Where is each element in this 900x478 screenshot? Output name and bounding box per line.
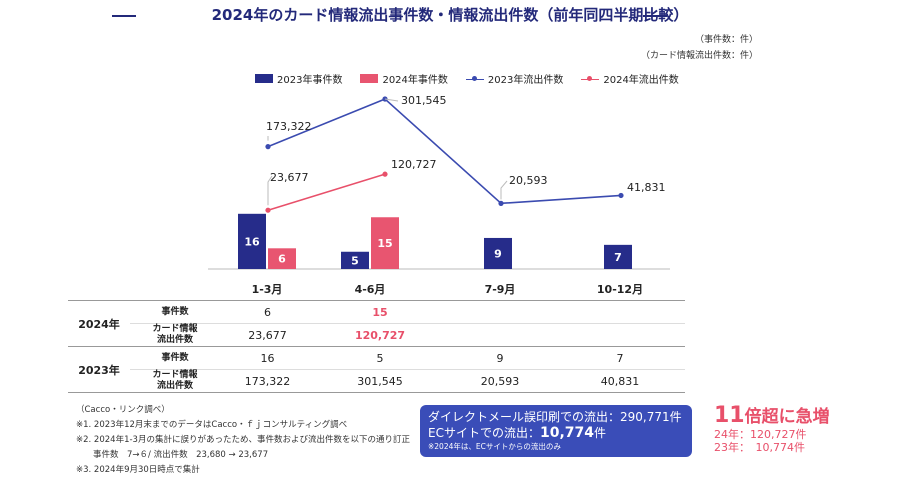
footnote-line: （Cacco・リンク調べ） bbox=[76, 405, 170, 415]
legend-item-2023-leaks: 2023年流出件数 bbox=[465, 71, 564, 86]
table-cell: 7 bbox=[555, 346, 685, 370]
table-cell bbox=[445, 323, 555, 347]
table-label-cell: 事件数 bbox=[130, 346, 220, 370]
bar-2023 bbox=[484, 237, 512, 269]
surge-text: 倍超に急増 bbox=[744, 407, 830, 427]
legend-item-2023-incidents: 2023年事件数 bbox=[255, 71, 342, 86]
legend-label: 2024年流出件数 bbox=[603, 75, 679, 86]
table-year-cell: 2024年 bbox=[68, 300, 130, 347]
callout-line2: ECサイトでの流出：10,774件 bbox=[428, 425, 684, 442]
bar-label-2023: 5 bbox=[351, 254, 359, 267]
leader-line bbox=[384, 98, 399, 102]
table-cell bbox=[555, 323, 685, 347]
title-line-left bbox=[112, 15, 136, 17]
table-year-cell: 2023年 bbox=[68, 346, 130, 393]
table-label-cell: 事件数 bbox=[130, 300, 220, 324]
point-2024 bbox=[382, 171, 388, 177]
surge-2024: 24年：120,727件 bbox=[714, 428, 807, 441]
callout-line1: ダイレクトメール誤印刷での流出：290,771件 bbox=[428, 410, 682, 424]
leader-line bbox=[500, 180, 508, 200]
line-label-2024: 23,677 bbox=[270, 171, 309, 184]
legend-label: 2023年事件数 bbox=[277, 75, 343, 86]
footnotes: （Cacco・リンク調べ） ※1. 2023年12月末までのデータはCacco・ｆ… bbox=[76, 403, 410, 478]
table-cell: 23,677 bbox=[220, 323, 315, 347]
legend-item-2024-incidents: 2024年事件数 bbox=[360, 71, 448, 86]
table-row: 2023年 事件数 16 5 9 7 bbox=[68, 346, 685, 393]
table-cell: 173,322 bbox=[220, 369, 315, 393]
table-cell: 16 bbox=[220, 346, 315, 370]
unit-incidents: （事件数：件） bbox=[694, 35, 758, 45]
bar-2023 bbox=[604, 244, 632, 269]
point-2023 bbox=[498, 200, 504, 206]
bar-label-2023: 9 bbox=[494, 247, 502, 260]
table-label-cell: カード情報 流出件数 bbox=[130, 323, 220, 347]
table-cell bbox=[445, 300, 555, 324]
table-cell: 9 bbox=[445, 346, 555, 370]
table-row: 2024年 事件数 6 15 bbox=[68, 300, 685, 347]
table-cell: 301,545 bbox=[315, 369, 445, 393]
line-label-2023: 301,545 bbox=[401, 94, 447, 107]
line-label-2023: 41,831 bbox=[627, 181, 666, 194]
category-label: 1-3月 bbox=[252, 283, 283, 296]
line-2023-leaks bbox=[267, 98, 622, 205]
legend-swatch bbox=[465, 74, 484, 84]
legend-swatch bbox=[581, 74, 600, 84]
footnote-line: ※3. 2024年9月30日時点で集計 bbox=[76, 465, 200, 475]
leader-line bbox=[267, 175, 273, 206]
callout-line2-prefix: ECサイトでの流出： bbox=[428, 426, 540, 440]
surge-number: 11 bbox=[714, 403, 745, 428]
bar-2023 bbox=[341, 251, 369, 269]
footnote-line: ※1. 2023年12月末までのデータはCacco・ｆｊコンサルティング調べ bbox=[76, 420, 348, 430]
legend-label: 2023年流出件数 bbox=[487, 75, 564, 86]
chart-title: 2024年のカード情報流出事件数・情報流出件数（前年同四半期比較） bbox=[211, 6, 689, 24]
category-label: 10-12月 bbox=[597, 283, 643, 296]
title-line-right bbox=[643, 15, 667, 17]
category-label: 7-9月 bbox=[485, 283, 516, 296]
legend-label: 2024年事件数 bbox=[382, 75, 448, 86]
callout-line3: ※2024年は、ECサイトからの流出のみ bbox=[428, 442, 561, 451]
footnote-line: 事件数 7→６/ 流出件数 23,680 → 23,677 bbox=[76, 450, 269, 460]
table-cell: 6 bbox=[220, 300, 315, 324]
line-2024-leaks bbox=[267, 173, 386, 211]
bar-label-2024: 15 bbox=[377, 237, 392, 250]
bar-label-2023: 16 bbox=[244, 235, 260, 248]
unit-leaks: （カード情報流出件数：件） bbox=[640, 51, 758, 61]
table-cell: 120,727 bbox=[315, 323, 445, 347]
data-table: 2024年 事件数 6 15 カード情報 流出件数 23,677 120,727 2023年事… bbox=[68, 300, 685, 393]
table-cell bbox=[555, 300, 685, 324]
callout-line2-number: 10,774 bbox=[539, 425, 594, 441]
bar-label-2023: 7 bbox=[614, 251, 622, 264]
table-cell: 15 bbox=[315, 300, 445, 324]
table-cell: 40,831 bbox=[555, 369, 685, 393]
table-cell: 20,593 bbox=[445, 369, 555, 393]
point-2024 bbox=[265, 207, 271, 213]
legend: 2023年事件数 2024年事件数 2023年流出件数 2024年流出件数 bbox=[255, 71, 679, 86]
point-2023 bbox=[618, 192, 624, 199]
legend-swatch bbox=[255, 74, 273, 83]
legend-item-2024-leaks: 2024年流出件数 bbox=[581, 71, 679, 86]
bar-2024 bbox=[268, 248, 296, 269]
line-label-2023: 173,322 bbox=[266, 120, 312, 133]
callout-box: ダイレクトメール誤印刷での流出：290,771件 ECサイトでの流出：10,77… bbox=[420, 405, 692, 457]
table-label-cell: カード情報 流出件数 bbox=[130, 369, 220, 393]
bar-label-2024: 6 bbox=[278, 253, 286, 266]
line-label-2023: 20,593 bbox=[509, 174, 548, 187]
table-row: カード情報 流出件数 23,677 120,727 bbox=[68, 323, 685, 347]
bar-2024 bbox=[371, 217, 399, 269]
footnote-line: ※2. 2024年1-3月の集計に誤りがあったため、事件数および流出件数を以下の… bbox=[76, 435, 410, 445]
point-2023 bbox=[265, 144, 271, 150]
legend-swatch bbox=[360, 74, 379, 83]
combo-chart: 16 5 9 7 6 15 1-3月 4-6月 7-9月 10-12月 173,322 301,545… bbox=[208, 94, 670, 296]
surge-2023: 23年： 10,774件 bbox=[714, 441, 805, 454]
callout-line2-suffix: 件 bbox=[594, 426, 607, 440]
table-cell: 5 bbox=[315, 346, 445, 370]
table-row: カード情報 流出件数 173,322 301,545 20,593 40,831 bbox=[68, 369, 685, 393]
category-label: 4-6月 bbox=[355, 283, 386, 296]
surge-annotation: 11倍超に急増 24年：120,727件 23年： 10,774件 bbox=[714, 402, 830, 454]
line-label-2024: 120,727 bbox=[391, 158, 437, 171]
bar-2023 bbox=[238, 213, 266, 269]
